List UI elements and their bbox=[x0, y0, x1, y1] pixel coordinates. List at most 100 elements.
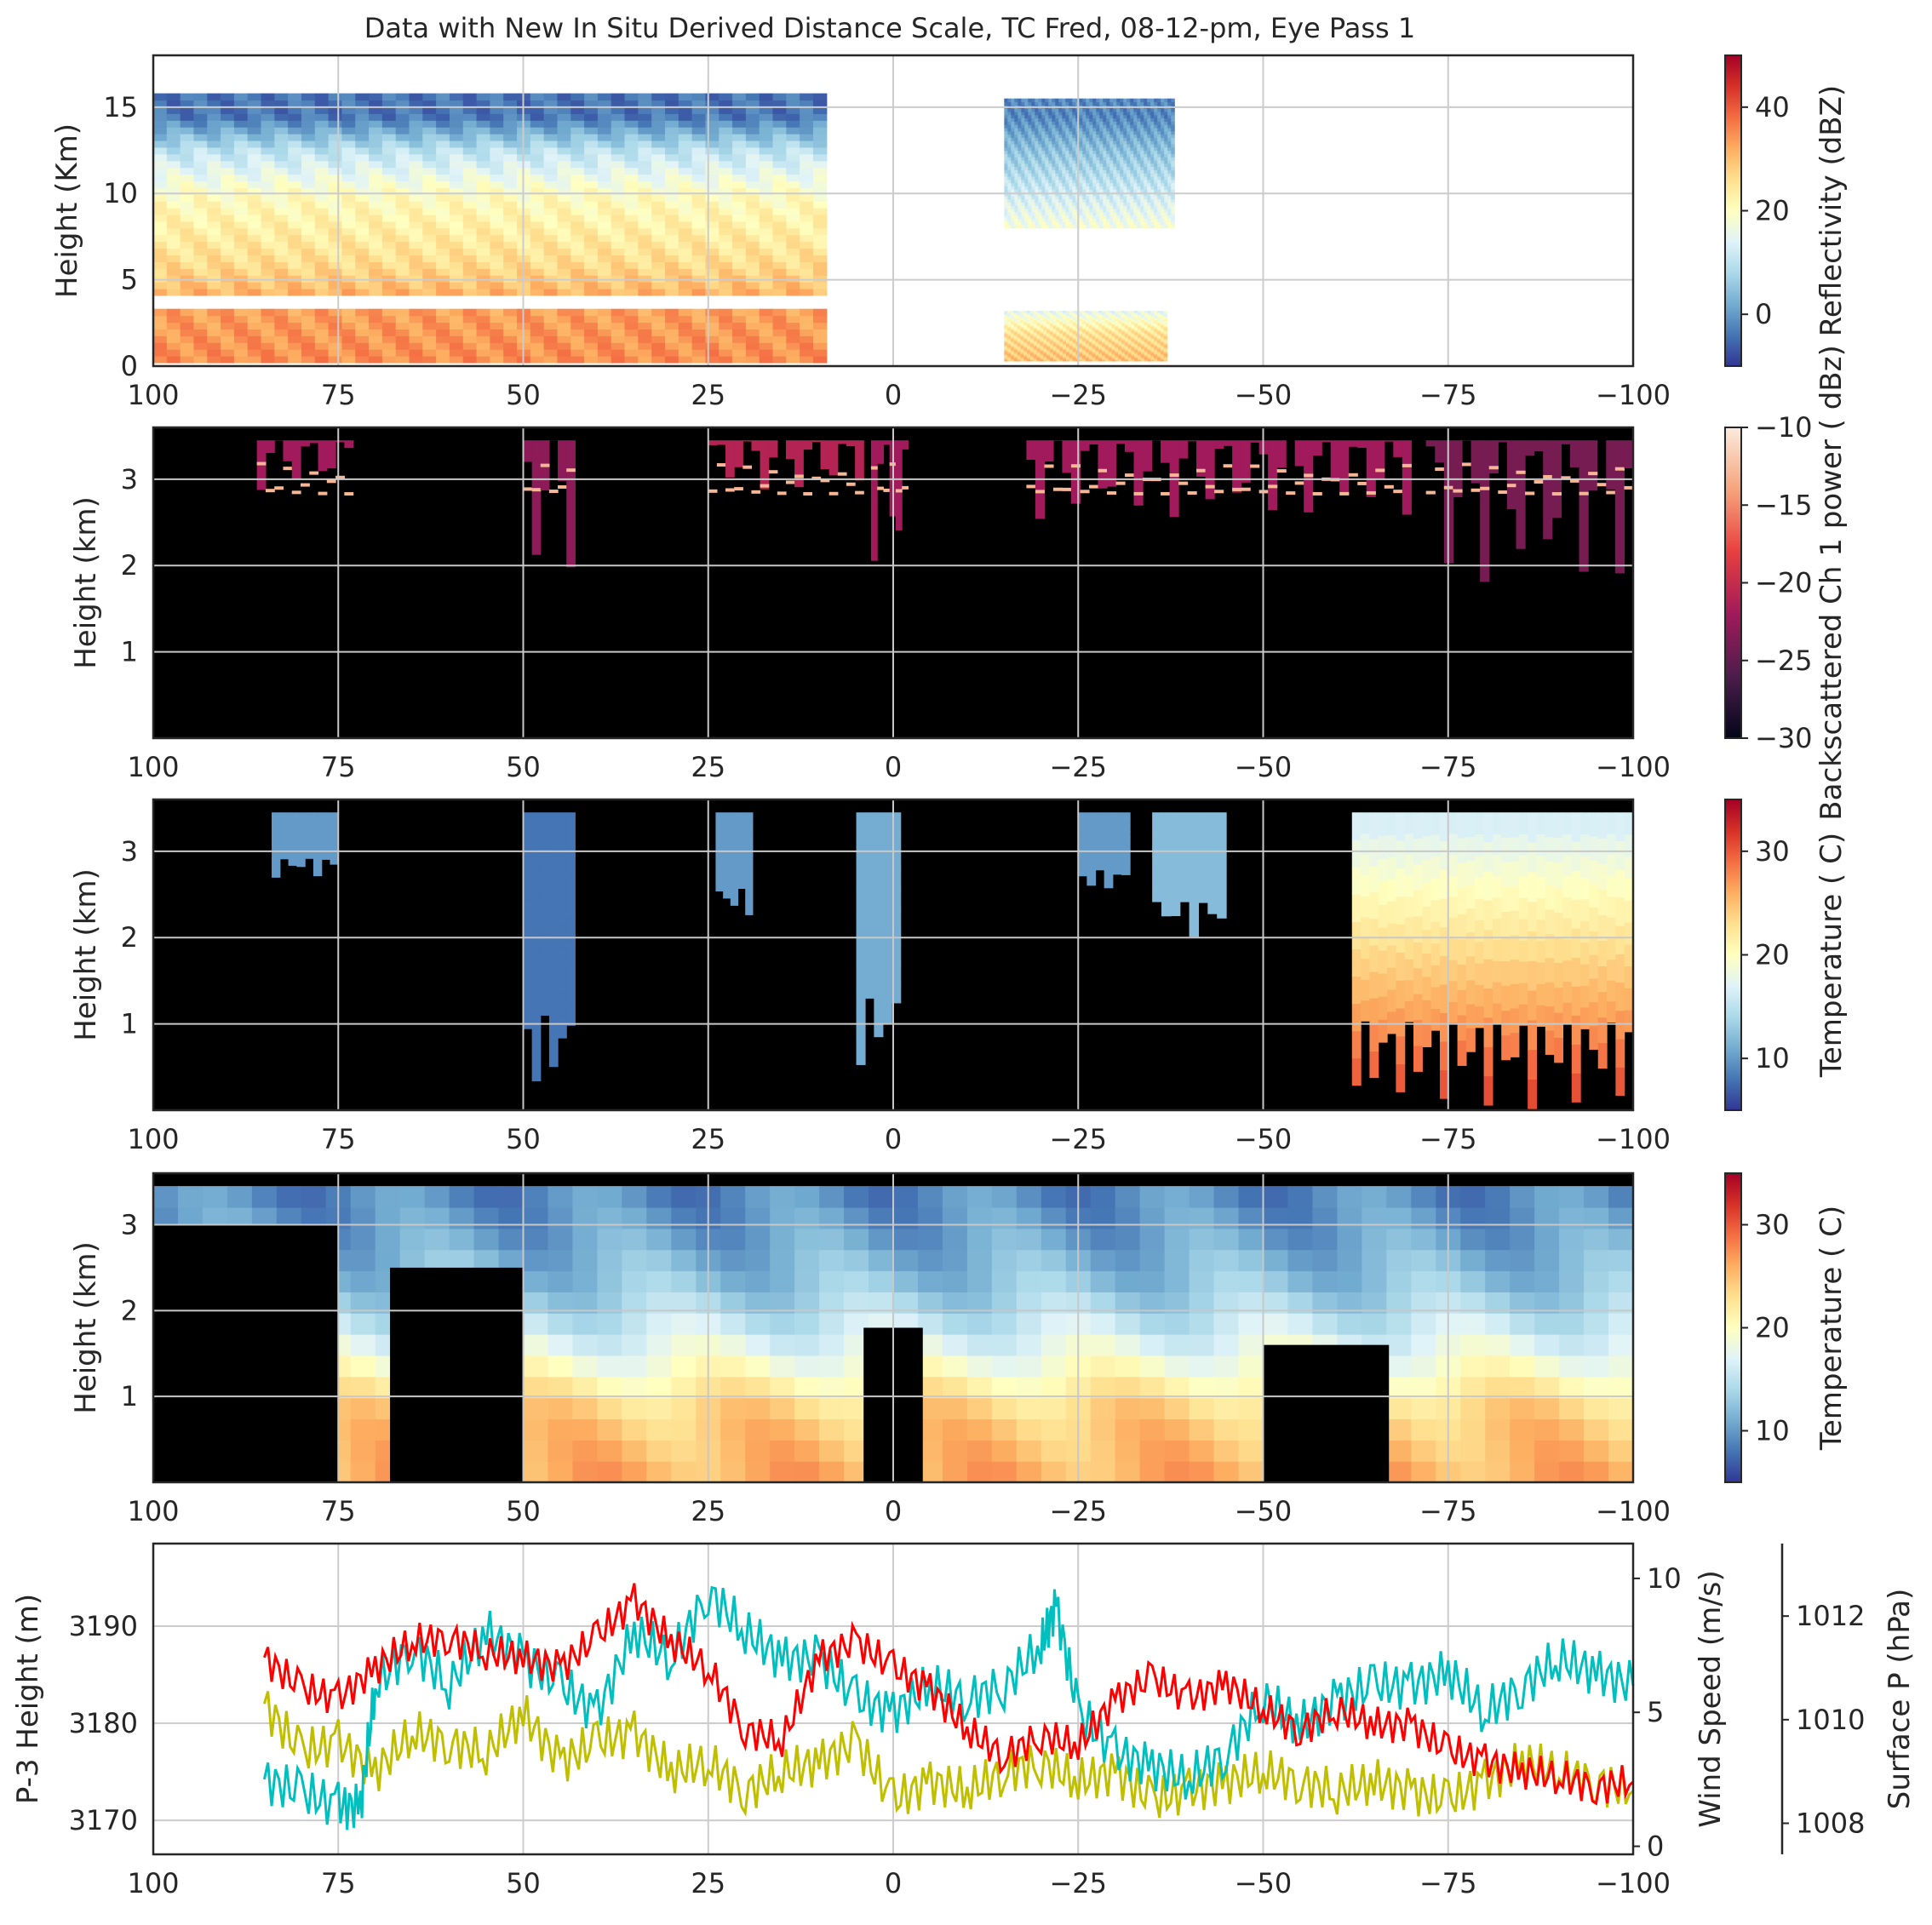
echo-cell bbox=[1021, 117, 1025, 122]
echo-cell bbox=[1069, 333, 1074, 335]
echo-cell bbox=[1069, 98, 1073, 103]
echo-cell bbox=[1069, 314, 1074, 317]
echo-cell bbox=[1103, 211, 1107, 216]
echo-cell bbox=[490, 127, 504, 135]
echo-cell bbox=[1004, 343, 1008, 346]
echo-cell bbox=[381, 261, 397, 269]
echo-cell bbox=[1063, 336, 1067, 340]
echo-cell bbox=[1133, 205, 1138, 209]
echo-cell bbox=[570, 282, 585, 289]
echo-cell bbox=[274, 100, 289, 108]
echo-cell bbox=[1013, 323, 1018, 325]
echo-cell bbox=[584, 241, 599, 249]
echo-cell bbox=[166, 342, 181, 350]
echo-cell bbox=[1038, 179, 1042, 184]
echo-cell bbox=[328, 180, 343, 188]
echo-cell bbox=[381, 329, 397, 336]
echo-cell bbox=[436, 120, 450, 128]
echo-cell bbox=[221, 308, 235, 317]
echo-cell bbox=[1048, 195, 1052, 200]
echo-cell bbox=[732, 153, 747, 162]
echo-cell bbox=[1058, 211, 1063, 216]
echo-cell bbox=[422, 201, 437, 209]
echo-cell bbox=[1157, 195, 1161, 200]
echo-cell bbox=[1048, 159, 1052, 164]
echo-cell bbox=[462, 255, 478, 262]
echo-cell bbox=[1150, 218, 1155, 222]
echo-cell bbox=[1154, 157, 1158, 161]
echo-cell bbox=[1103, 166, 1107, 170]
echo-cell bbox=[1040, 343, 1044, 346]
echo-cell bbox=[1046, 329, 1051, 332]
echo-cell bbox=[1058, 218, 1063, 222]
echo-cell bbox=[1049, 323, 1054, 325]
echo-cell bbox=[490, 308, 504, 317]
echo-cell bbox=[1013, 349, 1018, 352]
echo-cell bbox=[341, 335, 356, 343]
echo-cell bbox=[1027, 312, 1031, 314]
echo-cell bbox=[1137, 189, 1141, 193]
echo-cell bbox=[1088, 343, 1093, 346]
echo-cell bbox=[449, 356, 464, 364]
echo-cell bbox=[1046, 323, 1051, 325]
echo-cell bbox=[1088, 319, 1093, 322]
echo-cell bbox=[1058, 157, 1063, 161]
echo-cell bbox=[1150, 163, 1155, 168]
echo-cell bbox=[261, 100, 275, 108]
echo-cell bbox=[1052, 218, 1056, 222]
echo-cell bbox=[314, 349, 330, 357]
echo-cell bbox=[490, 227, 504, 236]
echo-cell bbox=[247, 120, 262, 128]
echo-cell bbox=[503, 208, 518, 215]
echo-cell bbox=[1150, 221, 1155, 226]
echo-cell bbox=[274, 255, 289, 262]
echo-cell bbox=[1045, 127, 1049, 132]
echo-cell bbox=[449, 160, 464, 169]
echo-cell bbox=[1164, 130, 1168, 135]
echo-cell bbox=[1024, 205, 1029, 209]
echo-cell bbox=[1103, 221, 1107, 226]
echo-cell bbox=[1027, 335, 1031, 337]
echo-cell bbox=[221, 288, 235, 296]
echo-cell bbox=[1164, 202, 1168, 206]
echo-cell bbox=[261, 134, 275, 141]
echo-cell bbox=[665, 221, 679, 229]
echo-cell bbox=[180, 100, 195, 108]
echo-cell bbox=[745, 146, 760, 155]
echo-cell bbox=[1085, 338, 1090, 341]
echo-cell bbox=[1161, 179, 1165, 184]
echo-cell bbox=[1052, 189, 1056, 193]
echo-cell bbox=[665, 261, 679, 269]
echo-cell bbox=[1028, 189, 1032, 193]
echo-cell bbox=[772, 255, 787, 262]
echo-cell bbox=[355, 160, 370, 169]
echo-cell bbox=[1147, 215, 1151, 219]
echo-cell bbox=[1004, 211, 1008, 216]
echo-cell bbox=[1069, 157, 1073, 161]
echo-cell bbox=[1035, 202, 1039, 206]
echo-cell bbox=[1096, 198, 1100, 203]
echo-cell bbox=[1106, 159, 1110, 164]
echo-cell bbox=[1164, 169, 1168, 174]
echo-cell bbox=[1157, 127, 1161, 132]
echo-cell bbox=[719, 255, 733, 262]
echo-cell bbox=[1017, 348, 1022, 351]
echo-cell bbox=[1096, 224, 1100, 229]
echo-cell bbox=[1065, 329, 1070, 332]
echo-cell bbox=[490, 174, 504, 182]
echo-cell bbox=[1120, 205, 1124, 209]
echo-cell bbox=[1062, 202, 1066, 206]
echo-cell bbox=[436, 214, 450, 222]
echo-cell bbox=[1086, 159, 1090, 164]
echo-cell bbox=[1063, 324, 1067, 327]
echo-cell bbox=[1120, 150, 1124, 154]
echo-cell bbox=[1109, 218, 1114, 222]
echo-cell bbox=[449, 214, 464, 222]
echo-cell bbox=[369, 282, 383, 289]
echo-cell bbox=[759, 342, 774, 350]
echo-cell bbox=[503, 342, 518, 350]
echo-cell bbox=[1069, 318, 1074, 321]
echo-cell bbox=[221, 100, 235, 108]
echo-cell bbox=[1144, 127, 1148, 132]
echo-cell bbox=[1147, 140, 1151, 145]
